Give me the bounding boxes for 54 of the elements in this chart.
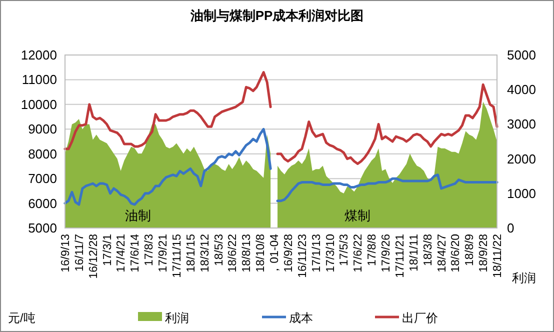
x-tick-label: 18/1/15 — [185, 234, 198, 272]
x-tick-label: 17/3/1 — [102, 234, 114, 266]
chart-title: 油制与煤制PP成本利润对比图 — [189, 8, 364, 23]
y-tick-label: 7000 — [28, 171, 57, 186]
y2-tick-label: 0 — [507, 220, 514, 236]
annotation: 油制 — [124, 208, 151, 223]
x-tick-label: 18/3/12 — [199, 234, 212, 272]
x-tick-label: 16/11/23 — [296, 234, 309, 278]
y-tick-label: 8000 — [28, 146, 57, 162]
y2-tick-label: 1000 — [507, 186, 536, 201]
x-tick-label: 17/11/15 — [171, 234, 184, 278]
y-tick-label: 5000 — [28, 220, 57, 236]
x-tick-label: 16/9/13 — [60, 234, 72, 272]
x-tick-label: 18/6/22 — [227, 234, 240, 272]
x-tick-label: 18/11/22 — [492, 234, 504, 278]
y2-tick-label: 3000 — [507, 116, 536, 132]
x-tick-label: 17/8/3 — [144, 234, 156, 266]
y-tick-label: 9000 — [28, 122, 57, 137]
x-tick-label: 18/8/9 — [464, 234, 476, 266]
legend-label: 利润 — [165, 311, 189, 325]
x-tick-label: 18/8/13 — [241, 234, 254, 272]
x-tick-label: 18/4/27 — [436, 234, 448, 272]
x-tick-label: 18/3/8 — [422, 234, 434, 266]
legend-label: 成本 — [289, 311, 313, 325]
x-tick-label: ，01-04 — [269, 233, 282, 276]
legend-label: 出厂价 — [402, 311, 438, 325]
x-tick-label: 17/4/21 — [116, 234, 128, 272]
x-tick-label: 17/9/26 — [380, 234, 393, 272]
y-tick-label: 10000 — [20, 96, 57, 112]
y-axis-title: 元/吨 — [8, 311, 36, 325]
x-tick-label: 17/3/10 — [324, 234, 337, 272]
y-tick-label: 12000 — [20, 48, 57, 62]
y2-tick-label: 4000 — [507, 82, 536, 98]
x-tick-label: 18/1/11 — [408, 234, 420, 272]
x-tick-label: 18/9/28 — [478, 234, 490, 272]
y2-tick-label: 5000 — [507, 48, 536, 62]
x-tick-label: 18/5/3 — [213, 234, 226, 266]
x-tick-label: 17/6/22 — [352, 234, 365, 272]
x-tick-label: 18/6/20 — [450, 234, 462, 272]
x-tick-label: 17/11/21 — [394, 234, 406, 278]
x-tick-label: 16/12/28 — [88, 234, 100, 279]
y2-tick-label: 2000 — [507, 151, 536, 166]
x-tick-label: 16/11/7 — [74, 234, 86, 272]
x-tick-label: 17/9/21 — [158, 234, 170, 272]
x-tick-label: 17/1/13 — [310, 234, 323, 272]
y-tick-label: 6000 — [28, 196, 57, 211]
x-tick-label: 17/8/8 — [366, 234, 379, 266]
annotation: 煤制 — [344, 208, 370, 223]
y2-axis-title: 利润 — [512, 271, 536, 285]
y-tick-label: 11000 — [22, 72, 57, 88]
x-tick-label: 18/10/8 — [255, 234, 268, 272]
x-tick-label: 17/6/14 — [130, 233, 142, 272]
x-tick-label: 17/5/3 — [338, 234, 351, 266]
x-tick-label: 16/9/28 — [282, 234, 295, 272]
